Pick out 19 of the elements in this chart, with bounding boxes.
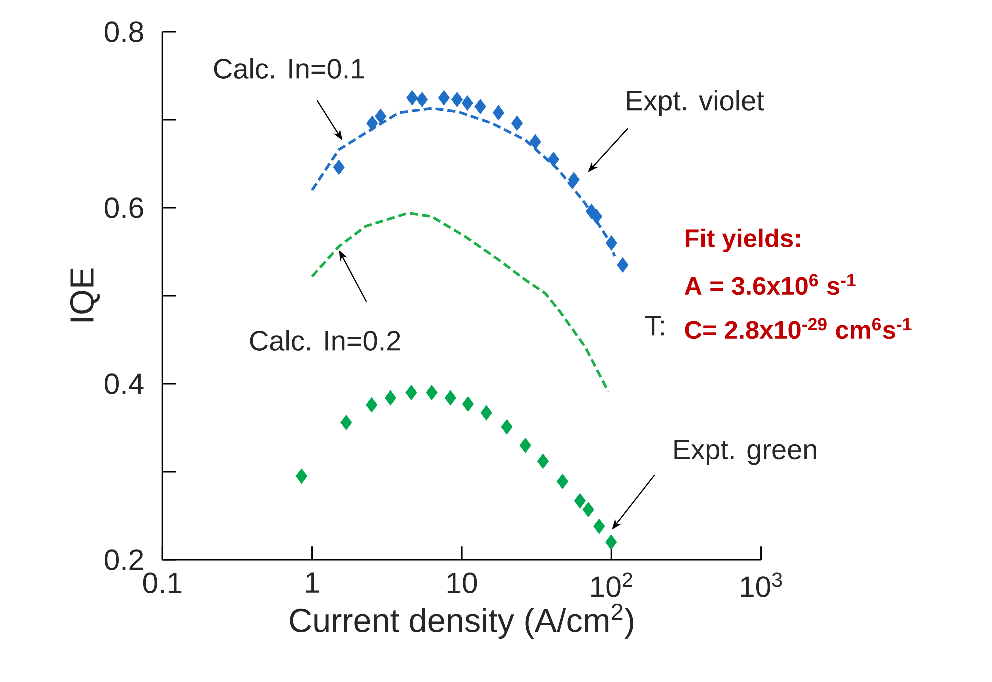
annotation: T: [645, 316, 664, 336]
annotation: Expt. violet [627, 90, 764, 116]
y-tick-label: 0.4 [104, 374, 144, 394]
x-tick-label: 10$^{2}$ [592, 572, 632, 598]
x-tick-label: 10 [448, 572, 478, 594]
x-tick-label: 0.1 [143, 572, 182, 594]
annotation: Fit yields: [686, 228, 800, 252]
y-axis-title: IQE [70, 268, 100, 322]
annotation: Calc. In=0.1 [214, 58, 364, 79]
annotation: Expt. green [674, 440, 816, 466]
annotation: A = 3.6x10$^{6}$ s$^{-1}$ [684, 274, 856, 296]
x-tick-label: 10$^{3}$ [741, 572, 782, 598]
x-axis-title: Current density (A/cm$^{2}$) [290, 604, 634, 640]
y-tick-label: 0.8 [104, 22, 144, 42]
annotation: Calc. In=0.2 [250, 330, 400, 351]
y-tick-label: 0.6 [104, 198, 144, 218]
x-tick-label: 1 [306, 572, 320, 593]
annotation: C= 2.8x10$^{-29}$ cm$^{6}$s$^{-1}$ [685, 318, 912, 340]
y-tick-label: 0.2 [104, 550, 144, 570]
